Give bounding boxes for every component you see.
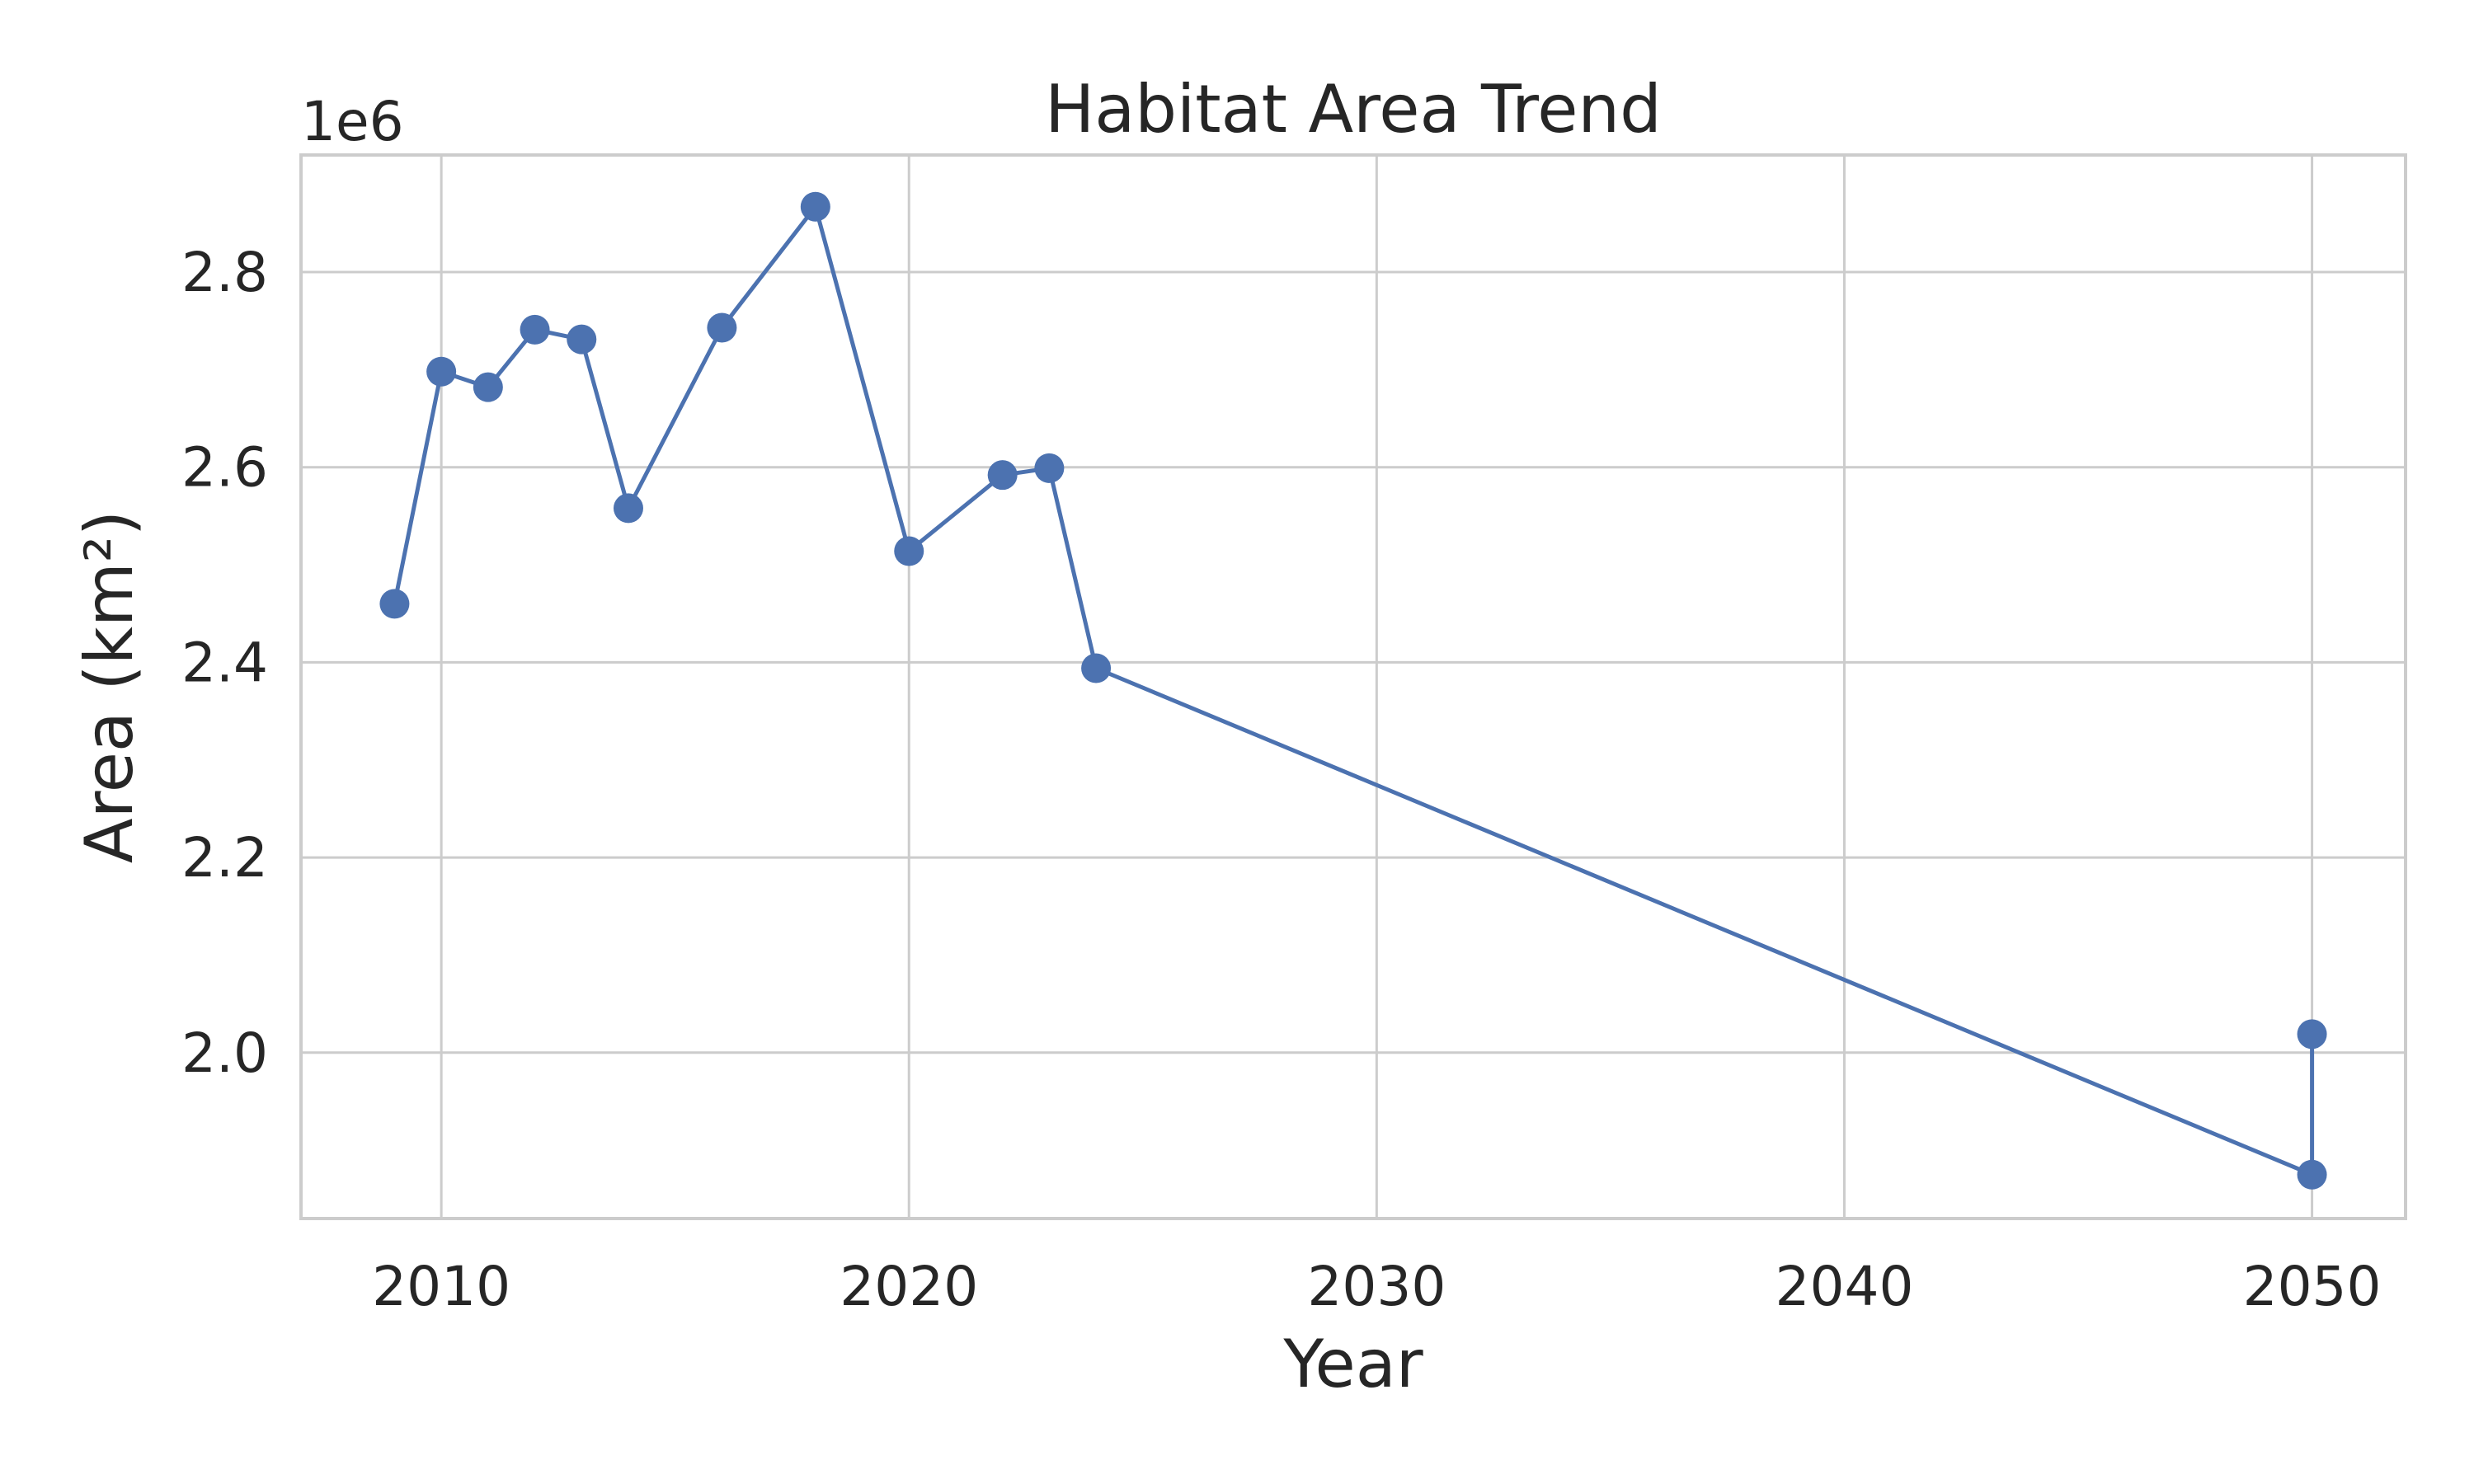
data-point: [987, 460, 1018, 491]
data-point: [613, 493, 643, 524]
data-point: [1034, 453, 1065, 483]
x-tick-label: 2050: [2243, 1255, 2382, 1318]
y-offset-label: 1e6: [301, 90, 404, 153]
data-point: [2297, 1159, 2327, 1190]
y-tick-label: 2.0: [181, 1021, 268, 1085]
y-tick-label: 2.6: [181, 436, 268, 500]
data-point: [894, 536, 924, 566]
x-tick-label: 2030: [1307, 1255, 1446, 1318]
y-tick-label: 2.8: [181, 241, 268, 304]
y-axis-label: Area (km²): [71, 510, 148, 863]
data-point: [379, 589, 410, 619]
data-point: [1081, 653, 1112, 683]
x-axis-label: Year: [1282, 1326, 1423, 1402]
data-point: [426, 356, 457, 387]
series-layer: [379, 191, 2327, 1190]
plot-frame: [299, 153, 2407, 1220]
data-point: [707, 312, 737, 343]
chart-title: Habitat Area Trend: [1045, 71, 1662, 148]
grid: [301, 155, 2406, 1219]
data-point: [567, 324, 597, 355]
tick-labels: 2010 2020 2030 2040 2050 2.0 2.2 2.4 2.6 2.8: [181, 241, 2382, 1318]
data-point: [2297, 1019, 2327, 1050]
y-tick-label: 2.2: [181, 826, 268, 890]
x-tick-label: 2040: [1775, 1255, 1913, 1318]
series-line: [392, 204, 2315, 1177]
y-tick-label: 2.4: [181, 631, 268, 694]
data-point: [520, 314, 550, 345]
data-point: [800, 191, 830, 222]
data-point: [473, 372, 503, 402]
x-tick-label: 2020: [840, 1255, 978, 1318]
x-tick-label: 2010: [372, 1255, 510, 1318]
